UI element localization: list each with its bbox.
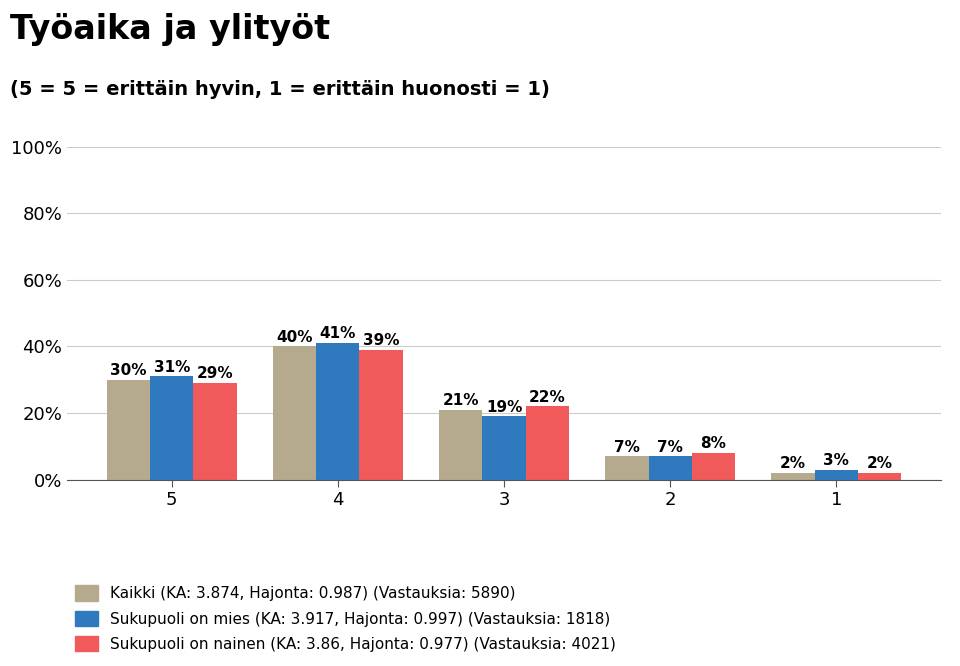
Text: 3%: 3% — [824, 453, 850, 468]
Bar — [483, 416, 525, 480]
Bar — [815, 470, 858, 480]
Text: 19%: 19% — [486, 400, 522, 414]
Text: 8%: 8% — [701, 436, 727, 452]
Text: 2%: 2% — [780, 456, 806, 472]
Bar — [692, 453, 735, 480]
Bar — [649, 456, 692, 480]
Bar — [150, 376, 193, 480]
Text: 40%: 40% — [276, 330, 313, 345]
Text: 31%: 31% — [154, 360, 190, 374]
Text: 39%: 39% — [363, 333, 399, 348]
Text: 2%: 2% — [867, 456, 893, 472]
Bar — [525, 406, 568, 480]
Bar — [107, 380, 150, 480]
Text: 29%: 29% — [197, 366, 233, 381]
Bar — [359, 350, 402, 480]
Text: 41%: 41% — [320, 326, 356, 341]
Legend: Kaikki (KA: 3.874, Hajonta: 0.987) (Vastauksia: 5890), Sukupuoli on mies (KA: 3.: Kaikki (KA: 3.874, Hajonta: 0.987) (Vast… — [75, 585, 616, 652]
Text: (5 = 5 = erittäin hyvin, 1 = erittäin huonosti = 1): (5 = 5 = erittäin hyvin, 1 = erittäin hu… — [10, 80, 549, 99]
Text: 7%: 7% — [658, 440, 684, 454]
Text: 30%: 30% — [110, 363, 147, 378]
Bar — [316, 343, 359, 480]
Bar — [440, 410, 483, 480]
Text: 22%: 22% — [529, 390, 565, 404]
Bar — [858, 473, 901, 480]
Bar — [193, 383, 236, 480]
Bar — [606, 456, 649, 480]
Bar — [273, 346, 316, 480]
Bar — [772, 473, 815, 480]
Text: Työaika ja ylityöt: Työaika ja ylityöt — [10, 13, 329, 47]
Text: 7%: 7% — [614, 440, 640, 454]
Text: 21%: 21% — [443, 393, 479, 408]
